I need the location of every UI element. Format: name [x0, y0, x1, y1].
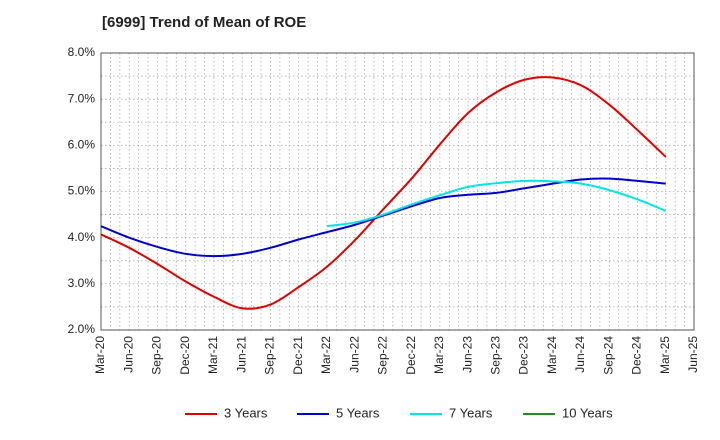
x-tick-label: Sep-21: [263, 336, 277, 375]
x-tick-label: Jun-22: [347, 336, 361, 373]
x-tick-label: Jun-24: [573, 336, 587, 373]
x-tick-label: Sep-24: [601, 336, 615, 375]
x-tick-label: Dec-20: [178, 336, 192, 375]
y-tick-label: 3.0%: [68, 276, 96, 290]
plot-border: [100, 52, 695, 331]
x-tick-label: Mar-24: [545, 336, 559, 374]
legend-label-10-years: 10 Years: [562, 405, 613, 420]
x-tick-label: Sep-20: [150, 336, 164, 375]
legend-label-7-years: 7 Years: [449, 405, 493, 420]
x-tick-label: Dec-21: [291, 336, 305, 375]
y-tick-label: 8.0%: [68, 45, 96, 59]
y-tick-label: 4.0%: [68, 230, 96, 244]
series-line-7-years: [326, 179, 667, 228]
x-tick-label: Mar-20: [93, 336, 107, 374]
x-tick-label: Dec-23: [517, 336, 531, 375]
x-tick-label: Jun-23: [460, 336, 474, 373]
x-tick-label: Dec-22: [404, 336, 418, 375]
y-tick-label: 2.0%: [68, 322, 96, 336]
x-tick-label: Dec-24: [630, 336, 644, 375]
y-tick-label: 6.0%: [68, 138, 96, 152]
axis-layer: 2.0% 3.0% 4.0% 5.0% 6.0% 7.0% 8.0% Mar-20 Jun-20…: [68, 45, 701, 375]
x-tick-label: Jun-20: [121, 336, 135, 373]
legend: 3 Years 5 Years 7 Years 10 Years: [185, 405, 613, 420]
y-tick-label: 5.0%: [68, 184, 96, 198]
series-line-3-years: [100, 76, 667, 310]
x-tick-label: Sep-23: [489, 336, 503, 375]
grid-layer: [101, 53, 694, 330]
x-tick-label: Mar-22: [319, 336, 333, 374]
series-layer: [100, 76, 667, 310]
x-tick-label: Jun-21: [234, 336, 248, 373]
x-tick-label: Mar-25: [658, 336, 672, 374]
legend-label-3-years: 3 Years: [224, 405, 268, 420]
x-tick-label: Mar-23: [432, 336, 446, 374]
x-tick-label: Jun-25: [686, 336, 700, 373]
chart-title: [6999] Trend of Mean of ROE: [102, 14, 307, 31]
legend-label-5-years: 5 Years: [336, 405, 380, 420]
x-tick-label: Sep-22: [376, 336, 390, 375]
y-tick-label: 7.0%: [68, 91, 96, 105]
x-tick-label: Mar-21: [206, 336, 220, 374]
